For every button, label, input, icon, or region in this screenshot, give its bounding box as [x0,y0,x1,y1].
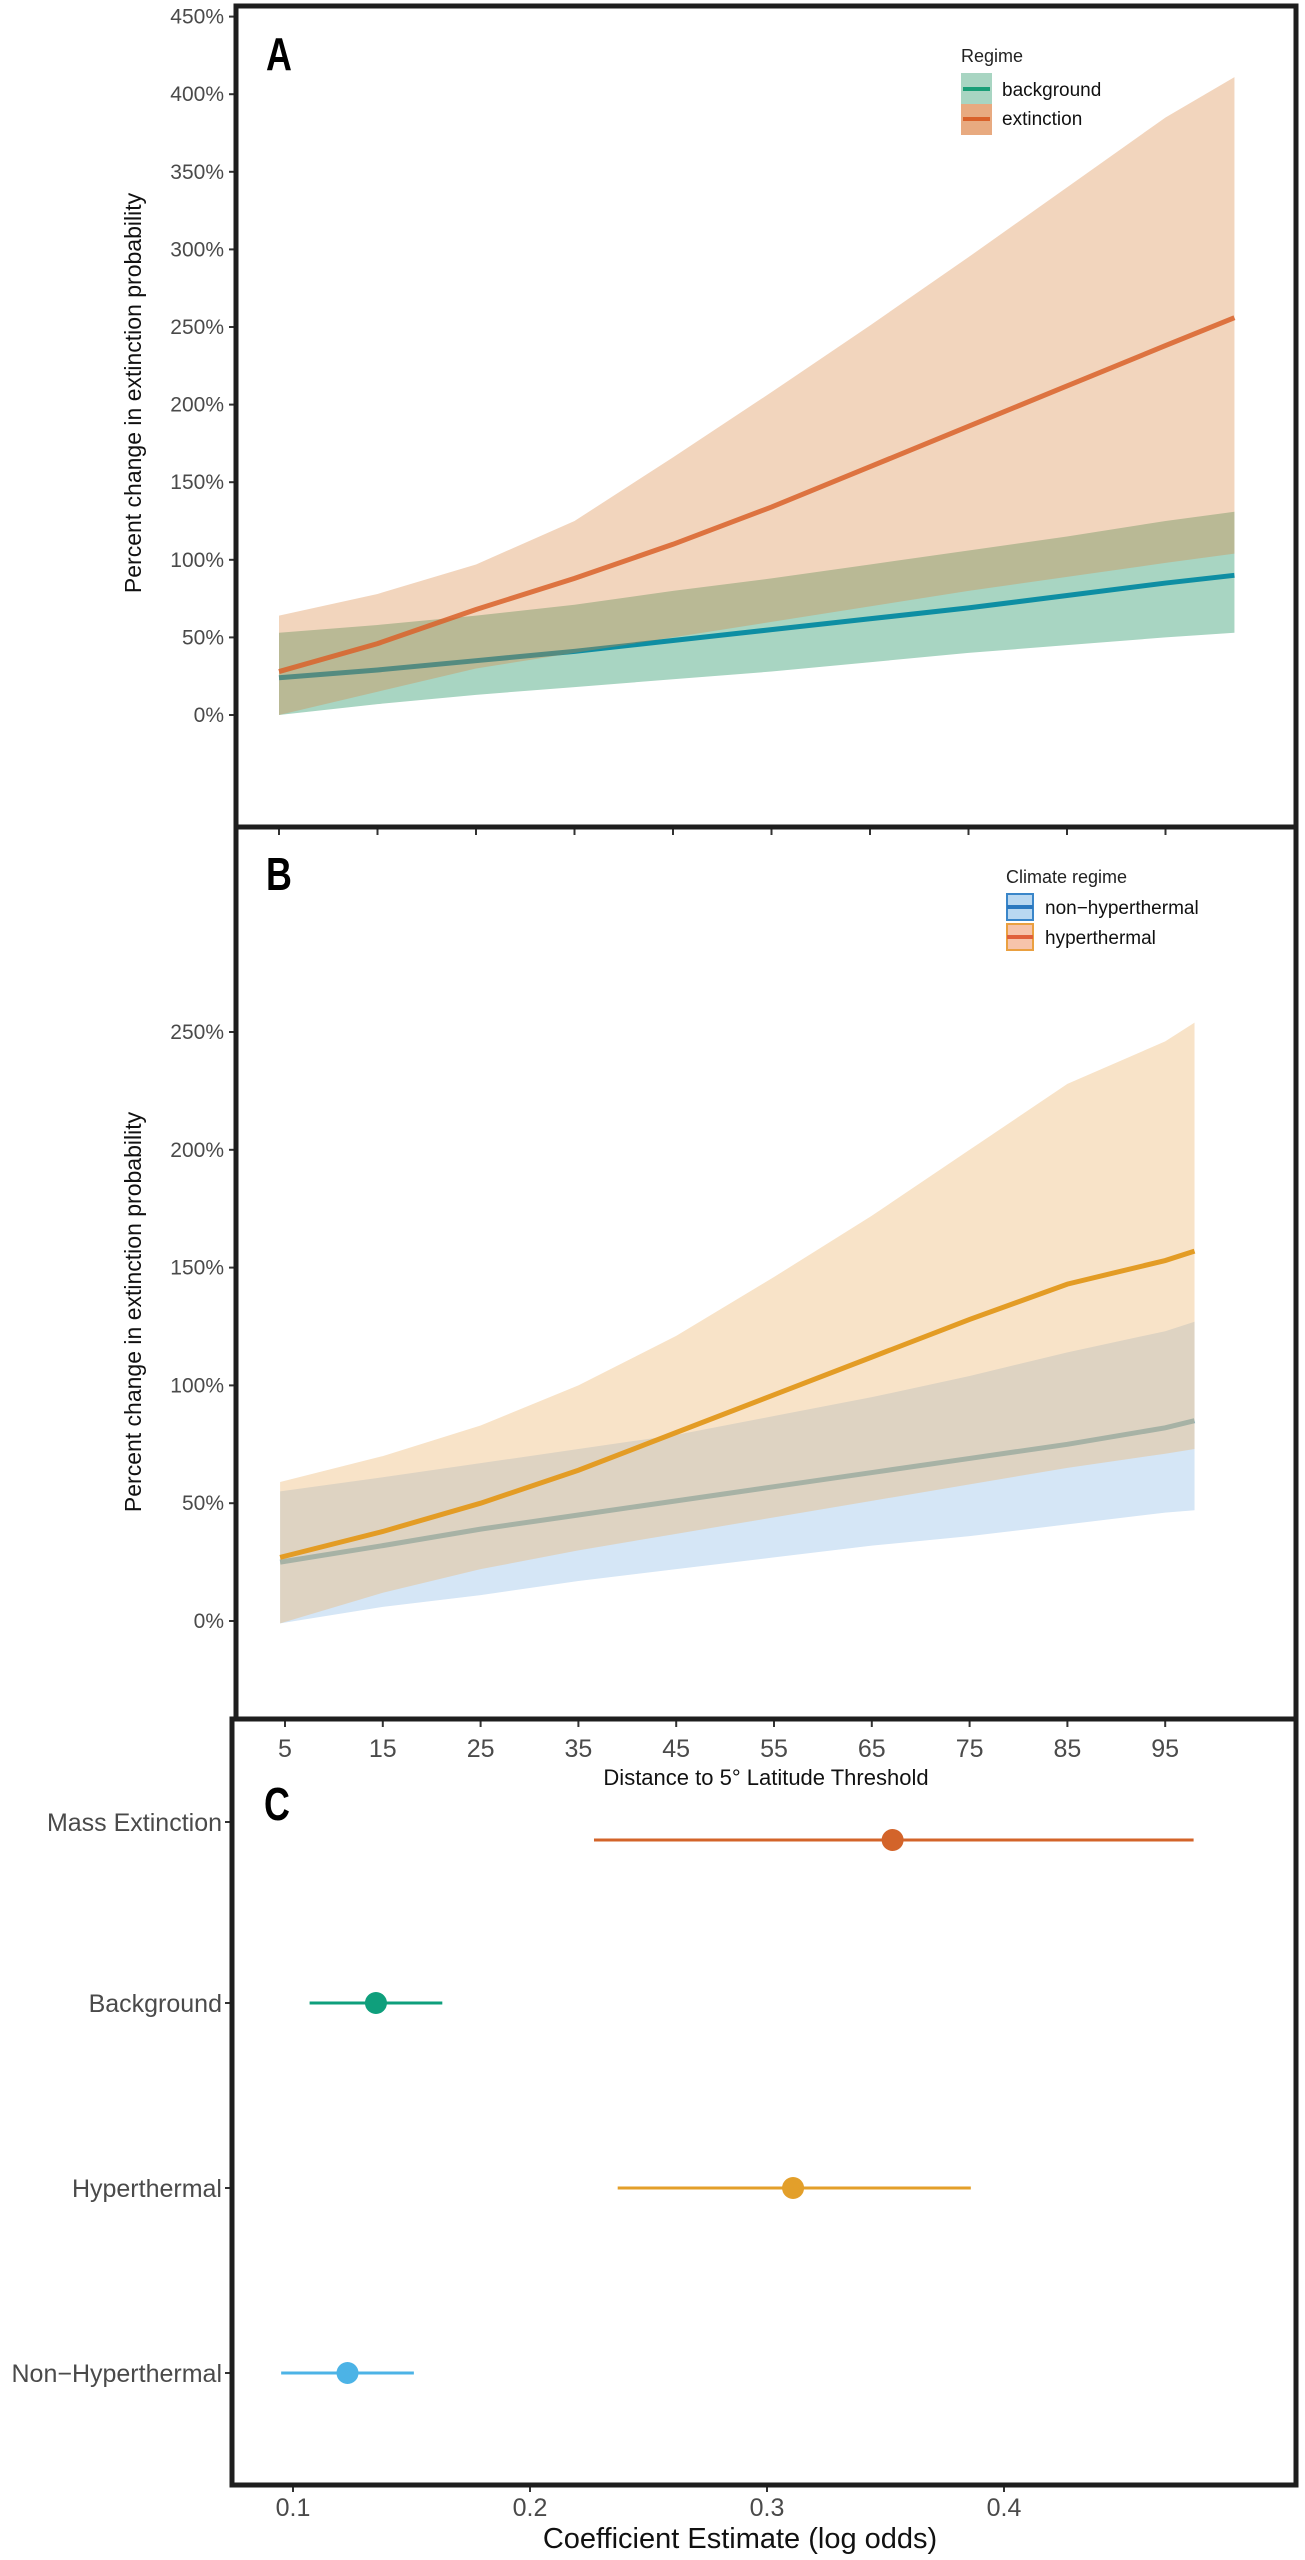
panel-a: 0% 50% 100% 150% 200% 250% 300% 350% 400% 450% [170,6,1236,727]
panel-a-y-axis-label: Percent change in extinction probability [120,192,146,593]
point-background [364,1992,387,2014]
x-tick-label: 95 [1151,1735,1179,1763]
x-tick-label: 75 [956,1735,984,1763]
panel-c-label: C [264,1779,290,1830]
x-tick-label: 0.3 [750,2494,785,2522]
category-label-mass-extinction: Mass Extinction [47,1809,222,1837]
x-tick-label: 65 [858,1735,886,1763]
x-tick-label: 25 [467,1735,495,1763]
y-tick-label: 0% [194,1610,224,1633]
panel-b-label: B [266,849,292,900]
point-hyperthermal [782,2177,805,2199]
legend-label-extinction: extinction [1002,109,1082,130]
y-tick-label: 450% [170,6,224,29]
y-tick-label: 350% [170,161,224,184]
x-tick-label: 35 [564,1735,592,1763]
ci-band-background [279,511,1235,715]
panel-b: 0% 50% 100% 150% 200% 250% 5 15 25 35 45 55 65 75 85 95 [170,827,1196,1763]
x-tick-label: 85 [1053,1735,1081,1763]
y-tick-label: 150% [170,471,224,494]
panel-c: Mass Extinction Background Hyperthermal Non… [11,1809,1194,2522]
y-tick-label: 200% [170,1139,224,1162]
line-background [278,572,1235,681]
panel-c-x-axis-label: Coefficient Estimate (log odds) [543,2523,937,2555]
legend-label-hyperthermal: hyperthermal [1045,928,1156,949]
y-tick-label: 50% [182,626,224,649]
ci-band-extinction [279,77,1235,716]
point-mass-extinction [881,1829,904,1851]
ci-band-non-hyperthermal [280,1321,1195,1624]
category-label-hyperthermal: Hyperthermal [72,2175,222,2203]
panel-b-y-axis-label: Percent change in extinction probability [120,1111,146,1512]
line-extinction [278,315,1236,674]
panel-a-label: A [266,29,292,80]
y-tick-label: 100% [170,1374,224,1397]
y-tick-label: 250% [170,1021,224,1044]
category-label-non-hyperthermal: Non−Hyperthermal [11,2360,222,2388]
y-tick-label: 250% [170,316,224,339]
line-non-hyperthermal [279,1418,1196,1565]
panel-b-x-axis-label: Distance to 5° Latitude Threshold [603,1765,928,1790]
y-tick-label: 300% [170,238,224,261]
x-tick-label: 15 [369,1735,397,1763]
legend-label-non-hyperthermal: non−hyperthermal [1045,898,1199,919]
y-tick-label: 200% [170,394,224,417]
y-tick-label: 400% [170,83,224,106]
panel-c-frame [229,1716,1299,2488]
legend-label-background: background [1002,80,1101,101]
category-label-background: Background [89,1990,222,2018]
x-tick-label: 0.1 [276,2494,311,2522]
ci-band-hyperthermal [280,1022,1195,1624]
panel-a-legend: Regime background extinction [961,46,1101,135]
x-tick-label: 45 [662,1735,690,1763]
y-tick-label: 50% [182,1492,224,1515]
y-tick-label: 100% [170,549,224,572]
x-tick-label: 0.4 [987,2494,1022,2522]
panel-b-legend: Climate regime non−hyperthermal hyperthe… [1006,867,1199,951]
legend-title: Regime [961,46,1023,66]
x-tick-label: 55 [760,1735,788,1763]
point-non-hyperthermal [336,2362,359,2384]
y-tick-label: 150% [170,1257,224,1280]
y-tick-label: 0% [194,704,224,727]
legend-title: Climate regime [1006,867,1127,887]
x-tick-label: 0.2 [513,2494,548,2522]
line-hyperthermal [279,1248,1196,1560]
x-tick-label: 5 [278,1735,292,1763]
